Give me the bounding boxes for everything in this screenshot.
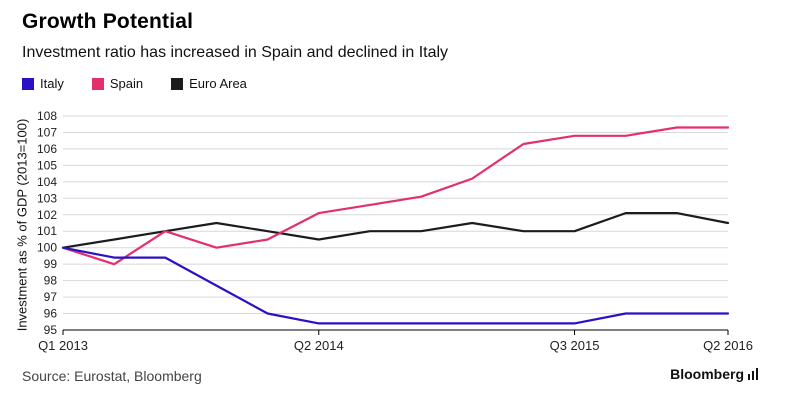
legend-item-italy: Italy [22,76,64,91]
bar-chart-icon [748,368,758,380]
legend-item-euro-area: Euro Area [171,76,247,91]
source-note: Source: Eurostat, Bloomberg [22,368,202,384]
x-tick-label-0: Q1 2013 [38,338,88,353]
y-tick-label-102: 102 [37,208,57,222]
y-tick-label-106: 106 [37,142,57,156]
legend: Italy Spain Euro Area [22,76,275,91]
legend-swatch-euro-area [171,77,184,90]
brand-logo: Bloomberg [670,366,758,382]
y-tick-label-104: 104 [37,175,57,189]
chart-title: Growth Potential [22,10,194,33]
legend-item-spain: Spain [91,76,144,91]
x-tick-label-5: Q2 2014 [294,338,344,353]
y-tick-label-108: 108 [37,109,57,123]
y-tick-label-107: 107 [37,125,57,139]
y-tick-label-103: 103 [37,191,57,205]
legend-label-italy: Italy [40,76,64,91]
y-tick-label-96: 96 [44,307,58,321]
y-tick-label-98: 98 [44,274,58,288]
x-tick-label-13: Q2 2016 [703,338,753,353]
y-tick-label-95: 95 [44,323,58,337]
y-tick-label-101: 101 [37,224,57,238]
series-line-spain [61,126,730,266]
legend-label-spain: Spain [109,76,144,91]
series-line-euro-area [61,212,730,249]
x-tick-label-10: Q3 2015 [550,338,600,353]
chart-subtitle: Investment ratio has increased in Spain … [22,44,449,61]
series-line-italy [61,246,730,325]
y-tick-label-100: 100 [37,241,57,255]
legend-swatch-spain [91,77,104,90]
y-tick-label-97: 97 [44,290,58,304]
y-tick-label-105: 105 [37,158,57,172]
brand-name: Bloomberg [670,366,744,382]
legend-swatch-italy [22,77,34,90]
y-tick-label-99: 99 [44,257,58,271]
legend-label-euro-area: Euro Area [189,76,247,91]
